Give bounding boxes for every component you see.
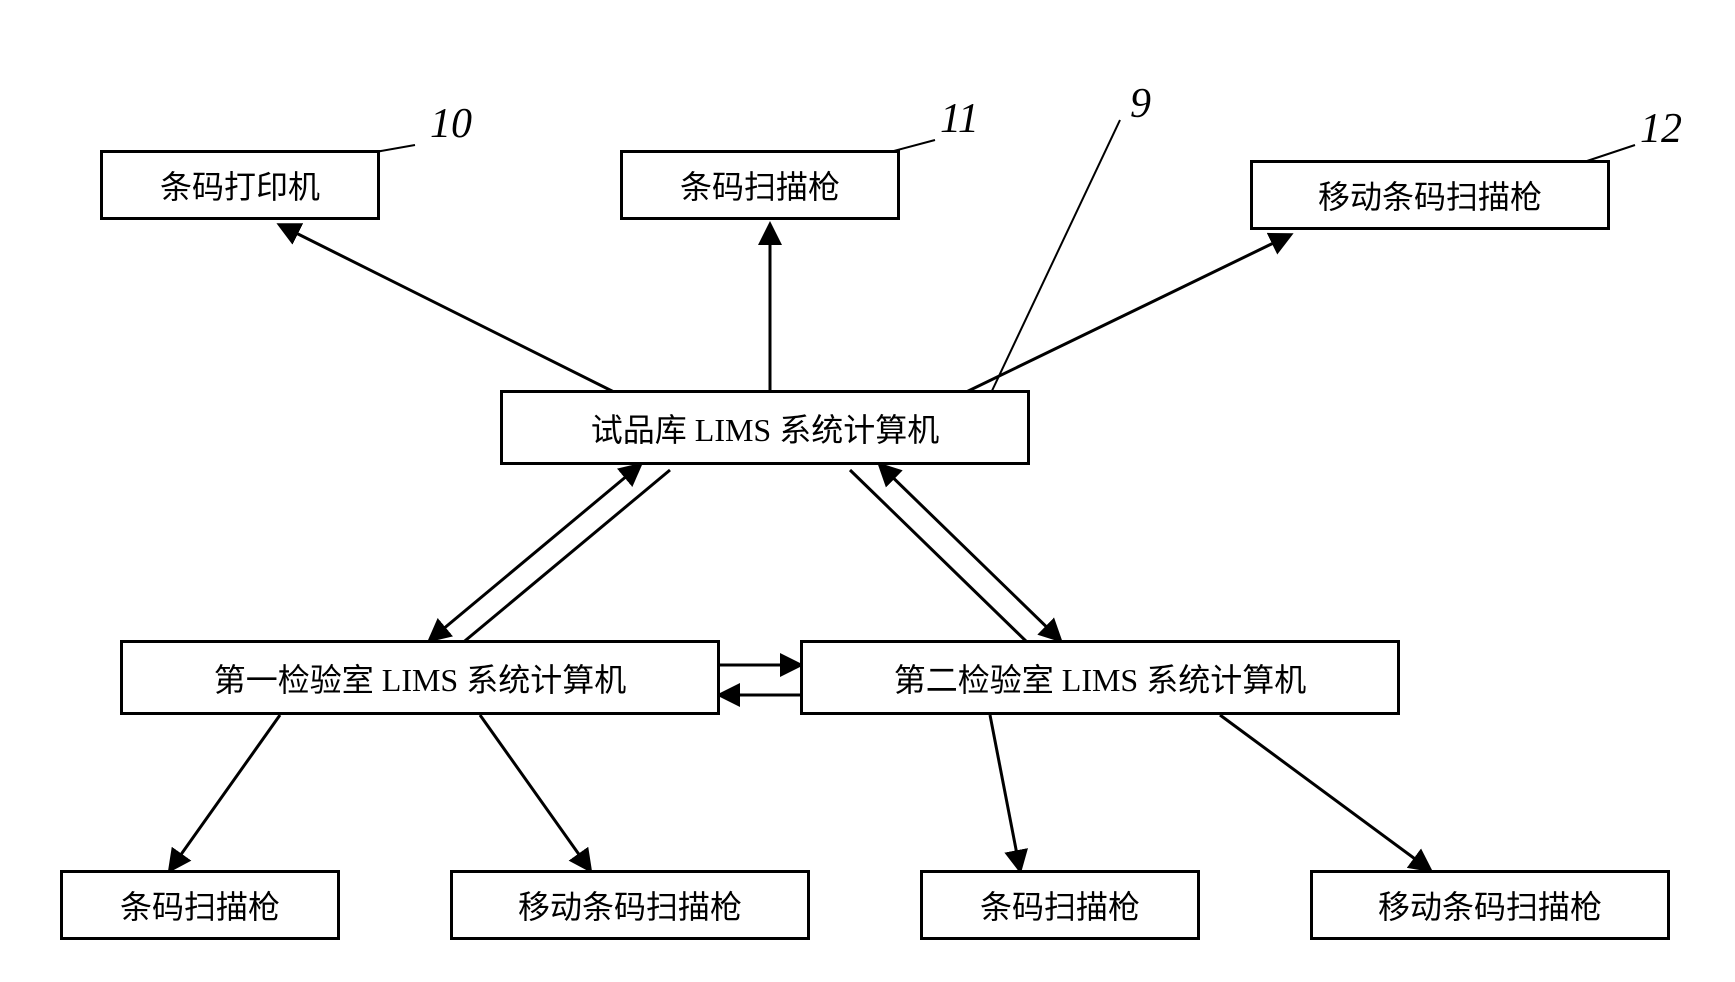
annotation-9: 9 [1130,80,1151,128]
node-lab1-lims: 第一检验室 LIMS 系统计算机 [120,640,720,715]
node-lab2-lims: 第二检验室 LIMS 系统计算机 [800,640,1400,715]
node-sample-lims: 试品库 LIMS 系统计算机 [500,390,1030,465]
node-label: 条码扫描枪 [980,882,1140,928]
node-label: 第二检验室 LIMS 系统计算机 [894,655,1306,701]
node-label: 移动条码扫描枪 [1378,882,1602,928]
annotation-11: 11 [940,95,979,143]
annotation-10: 10 [430,100,472,148]
node-label: 移动条码扫描枪 [518,882,742,928]
node-label: 条码扫描枪 [680,162,840,208]
node-mobile-scanner-br: 移动条码扫描枪 [1310,870,1670,940]
node-mobile-scanner-bl: 移动条码扫描枪 [450,870,810,940]
node-label: 条码扫描枪 [120,882,280,928]
node-label: 第一检验室 LIMS 系统计算机 [214,655,626,701]
node-scanner-bl: 条码扫描枪 [60,870,340,940]
node-label: 条码打印机 [160,162,320,208]
diagram-edges [0,0,1735,982]
node-label: 试品库 LIMS 系统计算机 [591,405,939,451]
node-barcode-printer: 条码打印机 [100,150,380,220]
node-scanner-br: 条码扫描枪 [920,870,1200,940]
annotation-12: 12 [1640,105,1682,153]
node-label: 移动条码扫描枪 [1318,172,1542,218]
node-barcode-scanner-top: 条码扫描枪 [620,150,900,220]
node-mobile-scanner-top: 移动条码扫描枪 [1250,160,1610,230]
